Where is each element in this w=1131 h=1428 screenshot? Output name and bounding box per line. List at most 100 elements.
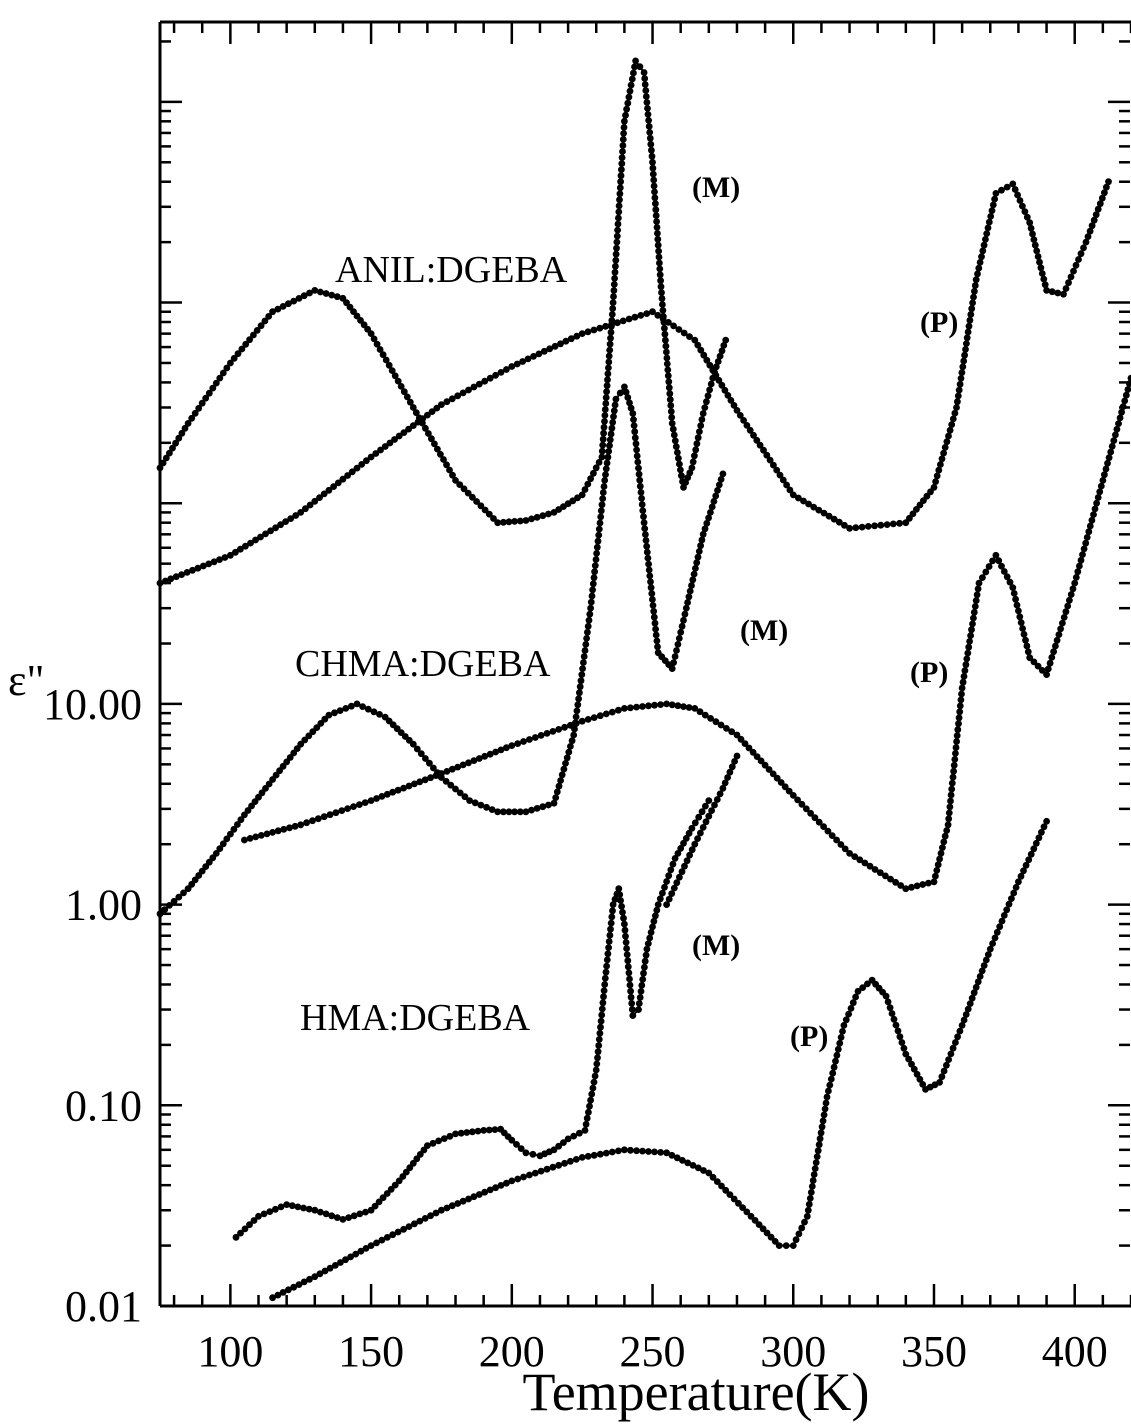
data-point xyxy=(632,440,640,448)
x-tick-label: 350 xyxy=(901,1327,967,1376)
data-point xyxy=(562,760,569,767)
data-point xyxy=(269,829,276,836)
data-point xyxy=(1015,878,1022,886)
data-point xyxy=(854,987,862,995)
data-point xyxy=(1037,264,1045,272)
data-point xyxy=(622,388,630,396)
data-point xyxy=(1080,244,1087,252)
data-point xyxy=(1046,659,1054,667)
data-point xyxy=(965,643,973,651)
data-point xyxy=(397,383,405,390)
data-point xyxy=(933,867,941,874)
data-point xyxy=(941,832,949,840)
data-point xyxy=(657,701,664,708)
data-point xyxy=(628,1006,636,1013)
data-point xyxy=(668,665,676,672)
data-point xyxy=(622,932,629,940)
data-point xyxy=(650,182,658,190)
data-point xyxy=(988,207,996,215)
data-point xyxy=(1010,889,1018,897)
data-point xyxy=(464,489,472,497)
data-point xyxy=(676,460,683,468)
data-point xyxy=(652,631,660,639)
data-point xyxy=(636,63,644,71)
data-point xyxy=(417,750,425,758)
data-point xyxy=(584,716,592,723)
data-point xyxy=(572,713,580,721)
data-point xyxy=(546,345,554,353)
data-point xyxy=(622,939,630,946)
data-point xyxy=(582,641,590,648)
data-point xyxy=(810,503,818,511)
data-point xyxy=(743,1208,751,1216)
data-point xyxy=(798,800,806,808)
data-point xyxy=(646,134,654,142)
data-point xyxy=(677,628,685,636)
data-point xyxy=(733,752,741,760)
data-point xyxy=(241,836,248,844)
data-point xyxy=(1127,374,1131,382)
data-point xyxy=(646,129,654,136)
data-point xyxy=(481,1188,489,1196)
data-point xyxy=(648,146,655,154)
data-point xyxy=(503,366,510,373)
data-point xyxy=(631,313,639,321)
data-point xyxy=(740,417,747,424)
data-point xyxy=(302,505,309,513)
data-point xyxy=(698,536,706,544)
data-point xyxy=(1112,431,1119,439)
data-point xyxy=(818,1123,826,1131)
data-point xyxy=(589,580,597,588)
data-point xyxy=(601,974,609,982)
data-point xyxy=(961,351,968,359)
data-point xyxy=(943,1061,950,1069)
data-point xyxy=(653,224,661,231)
data-point xyxy=(840,1022,848,1029)
data-point xyxy=(954,1033,961,1041)
data-point xyxy=(719,470,727,478)
data-point xyxy=(635,470,643,478)
data-point xyxy=(726,768,734,776)
data-point xyxy=(535,350,543,358)
data-point xyxy=(595,1042,603,1049)
data-point xyxy=(594,1048,602,1056)
data-point xyxy=(613,244,620,252)
data-point xyxy=(1084,233,1092,241)
data-point xyxy=(809,1177,817,1184)
data-point xyxy=(902,885,910,893)
data-point xyxy=(537,732,545,739)
data-point xyxy=(595,459,603,466)
data-point xyxy=(847,1005,855,1012)
data-point xyxy=(227,551,234,559)
data-point xyxy=(954,392,962,400)
data-point xyxy=(265,313,273,320)
data-point xyxy=(601,406,609,413)
data-point xyxy=(376,711,383,718)
data-point xyxy=(400,388,408,396)
data-point xyxy=(647,140,655,148)
data-point xyxy=(713,796,721,803)
data-point xyxy=(572,1156,580,1163)
data-point xyxy=(712,371,720,379)
data-point xyxy=(378,1236,386,1244)
data-point xyxy=(241,1225,249,1233)
data-point xyxy=(522,517,530,524)
data-point xyxy=(882,992,890,1000)
data-point xyxy=(998,186,1005,194)
data-point xyxy=(412,409,420,417)
data-point xyxy=(958,684,966,692)
data-point xyxy=(641,963,648,971)
data-point xyxy=(684,599,691,606)
data-point xyxy=(1015,607,1022,615)
data-point xyxy=(578,330,586,337)
data-point xyxy=(877,521,885,529)
data-point xyxy=(1088,516,1096,524)
data-point xyxy=(440,1135,448,1142)
data-point xyxy=(674,641,682,648)
data-point xyxy=(966,638,973,645)
data-point xyxy=(640,969,647,977)
data-point xyxy=(956,1027,964,1035)
data-point xyxy=(1108,442,1116,450)
data-point xyxy=(348,468,356,476)
data-point xyxy=(668,420,676,427)
